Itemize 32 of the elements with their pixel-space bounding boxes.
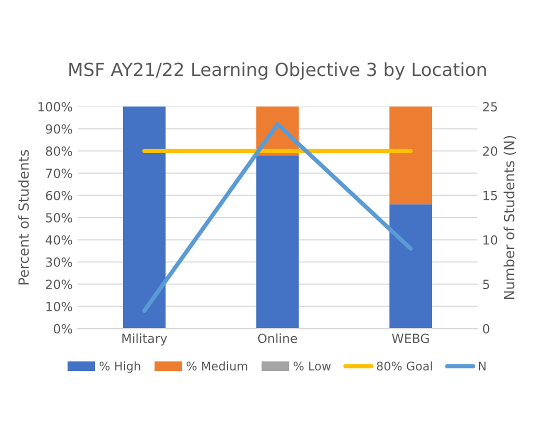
- y-axis-title: Percent of Students: [18, 150, 29, 284]
- y-tick-label: 70%: [46, 168, 72, 178]
- y-tick-label: 60%: [46, 190, 72, 200]
- y-tick-label: 10%: [46, 302, 72, 312]
- x-tick-label: WEBG: [392, 334, 429, 344]
- y-tick-label: 90%: [46, 124, 72, 134]
- legend-label: % High: [100, 361, 140, 373]
- bar: [389, 106, 432, 204]
- y2-tick-label: 25: [483, 102, 497, 112]
- bar: [389, 204, 432, 329]
- y2-tick-label: 0: [482, 324, 490, 334]
- y-tick-label: 100%: [38, 102, 72, 112]
- legend-label: 80% Goal: [376, 361, 432, 371]
- x-tick-label: Military: [122, 333, 168, 346]
- y-tick-label: 40%: [46, 235, 72, 245]
- legend-label: % Medium: [186, 361, 248, 371]
- y-tick-label: 80%: [46, 146, 72, 156]
- y2-tick-label: 20: [483, 146, 498, 156]
- legend-label: % Low: [294, 362, 331, 371]
- x-tick-label: Online: [258, 333, 297, 344]
- chart-title: MSF AY21/22 Learning Objective 3 by Location: [69, 62, 486, 80]
- y-tick-label: 0%: [54, 324, 72, 334]
- y-tick-label: 20%: [46, 280, 72, 290]
- bar: [122, 106, 166, 329]
- y2-axis-title: Number of Students (N): [504, 136, 516, 299]
- bar: [256, 155, 299, 329]
- y-tick-label: 30%: [46, 257, 72, 267]
- y2-tick-label: 10: [484, 235, 498, 245]
- legend-label: N: [479, 362, 486, 370]
- y2-tick-label: 15: [484, 190, 497, 200]
- y-tick-label: 50%: [46, 213, 72, 222]
- y2-tick-label: 5: [483, 280, 490, 290]
